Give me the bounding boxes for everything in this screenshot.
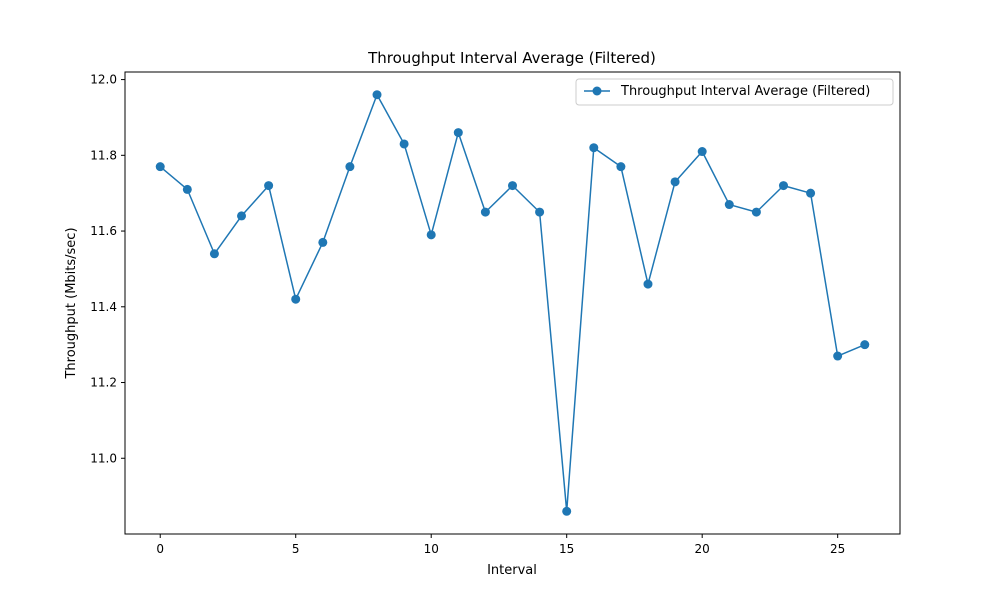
data-point <box>860 340 870 350</box>
series-points <box>155 90 870 516</box>
data-point <box>155 162 165 172</box>
data-point <box>589 143 599 153</box>
series-lines <box>159 93 866 513</box>
data-point <box>562 506 572 516</box>
x-tick-label: 5 <box>292 542 300 556</box>
legend-box <box>575 78 894 106</box>
data-point <box>508 181 517 191</box>
data-point <box>182 184 192 194</box>
y-tick-label: 12.0 <box>90 73 117 87</box>
x-tick-label: 10 <box>424 542 439 556</box>
data-point <box>237 211 247 221</box>
data-point <box>616 162 626 172</box>
data-point <box>833 351 843 361</box>
data-point <box>209 249 219 259</box>
data-point <box>426 230 436 240</box>
series-line-0 <box>159 93 866 513</box>
data-point <box>751 207 761 217</box>
legend-marker-sample <box>592 86 602 96</box>
data-point <box>480 207 490 217</box>
x-axis-label: Interval <box>487 563 537 578</box>
data-point <box>372 90 382 100</box>
x-tick-label: 0 <box>156 542 164 556</box>
legend: Throughput Interval Average (Filtered) <box>575 78 894 106</box>
data-point <box>264 181 274 191</box>
data-point <box>724 200 734 210</box>
y-tick-label: 11.8 <box>90 148 117 162</box>
y-tick-label: 11.4 <box>90 300 117 314</box>
y-axis: 11.0 11.2 11.4 11.6 11.8 12.0 <box>90 73 125 465</box>
data-point <box>697 147 707 157</box>
y-tick-label: 11.2 <box>90 376 117 390</box>
y-tick-label: 11.6 <box>90 224 117 238</box>
data-point <box>318 237 328 247</box>
x-tick-label: 25 <box>830 542 845 556</box>
data-point <box>345 162 355 172</box>
data-point <box>291 294 301 304</box>
x-tick-label: 20 <box>695 542 710 556</box>
y-axis-label: Throughput (Mbits/sec) <box>64 227 79 379</box>
data-point <box>643 279 653 289</box>
data-point <box>778 181 788 191</box>
data-point <box>535 207 545 217</box>
data-point <box>806 188 816 198</box>
chart-title: Throughput Interval Average (Filtered) <box>367 49 656 67</box>
plot-area-frame <box>124 71 901 535</box>
legend-entry: Throughput Interval Average (Filtered) <box>620 84 870 99</box>
data-point <box>453 128 463 138</box>
y-tick-label: 11.0 <box>90 451 117 465</box>
data-point <box>670 177 680 187</box>
data-point <box>399 139 409 149</box>
x-axis: 0 5 10 15 20 25 <box>156 534 845 556</box>
x-tick-label: 15 <box>559 542 574 556</box>
